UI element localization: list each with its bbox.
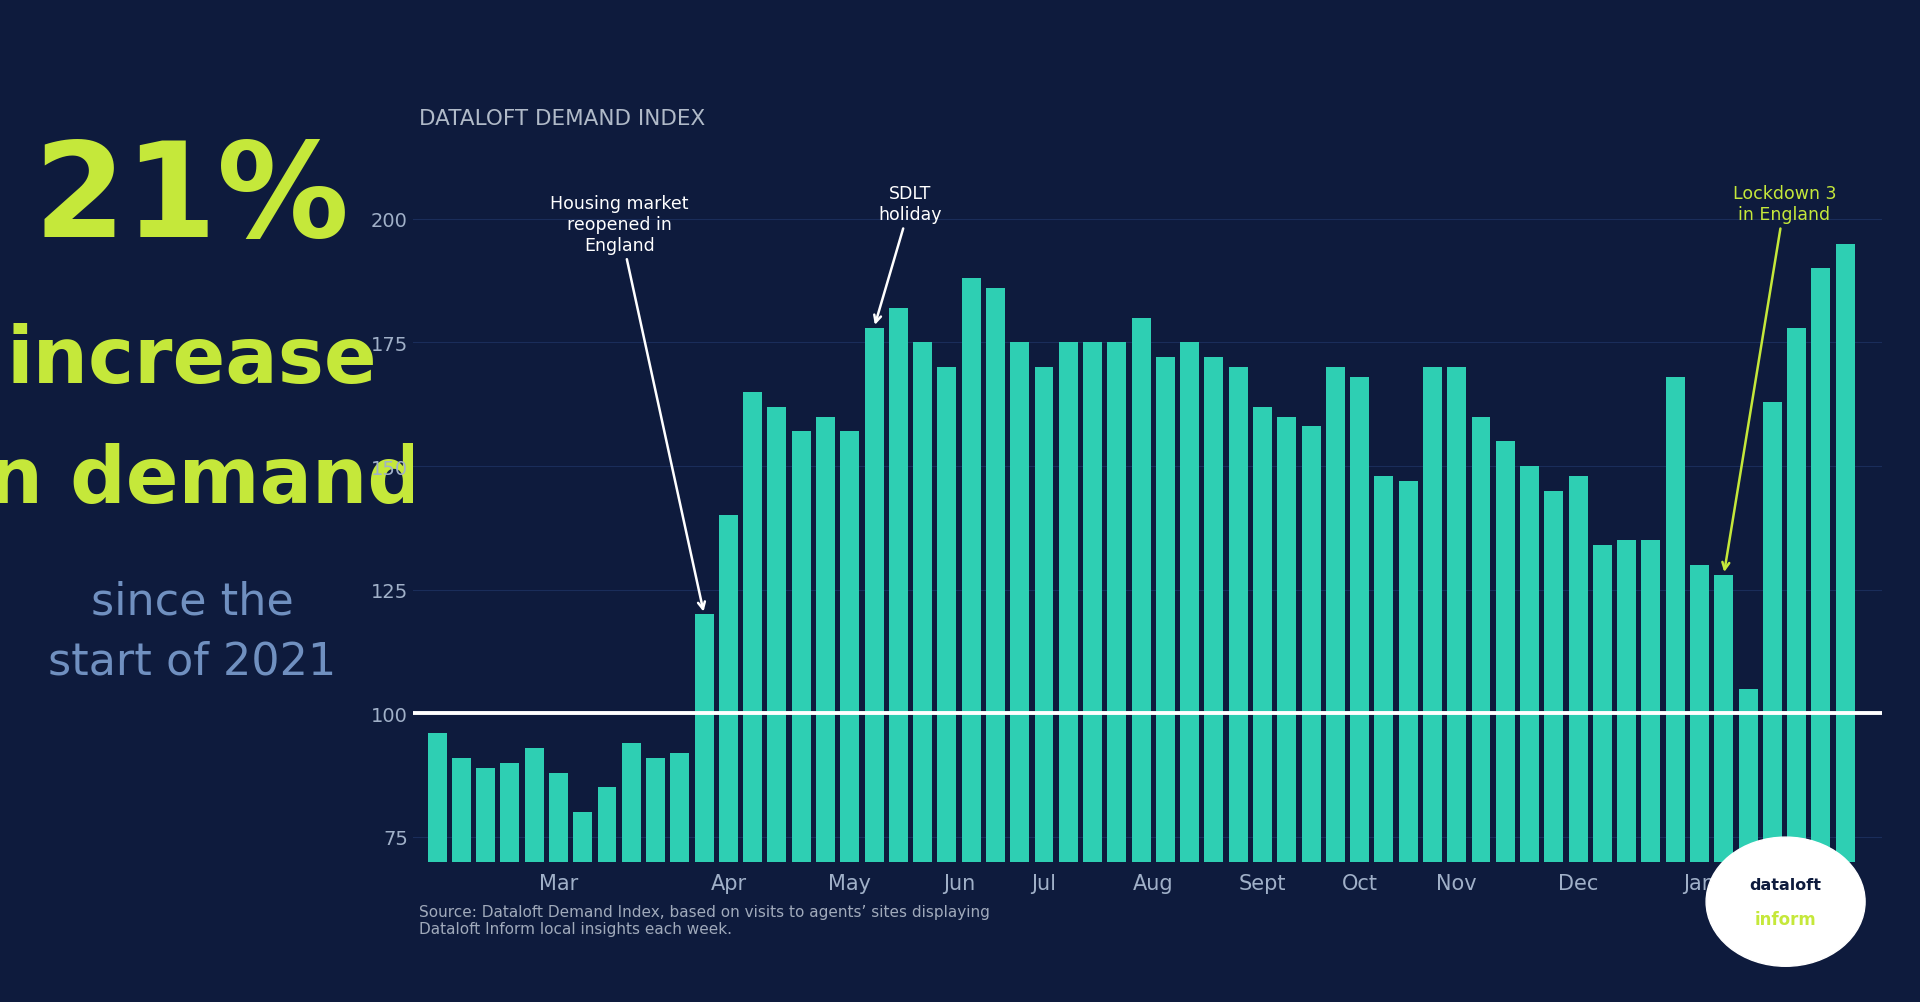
Text: increase: increase (6, 323, 378, 399)
Text: 21%: 21% (35, 137, 349, 264)
Bar (451, 758, 470, 1002)
Bar (1083, 343, 1102, 1002)
Bar (622, 743, 641, 1002)
Bar (1569, 476, 1588, 1002)
Bar (1594, 546, 1613, 1002)
Bar (1156, 358, 1175, 1002)
Bar (841, 432, 860, 1002)
Bar (501, 763, 520, 1002)
Bar (1617, 541, 1636, 1002)
Bar (695, 615, 714, 1002)
Bar (476, 768, 495, 1002)
Text: Housing market
reopened in
England: Housing market reopened in England (549, 195, 705, 609)
Bar (597, 788, 616, 1002)
Bar (1131, 319, 1150, 1002)
Bar (1667, 378, 1684, 1002)
Bar (1254, 407, 1271, 1002)
Bar (1423, 368, 1442, 1002)
Bar (1398, 481, 1417, 1002)
Bar (1302, 427, 1321, 1002)
Bar (889, 309, 908, 1002)
Bar (1229, 368, 1248, 1002)
Bar (1277, 417, 1296, 1002)
Bar (1181, 343, 1200, 1002)
Bar (987, 289, 1004, 1002)
Bar (524, 748, 543, 1002)
Bar (1788, 329, 1807, 1002)
Bar (1690, 565, 1709, 1002)
Circle shape (1707, 838, 1864, 966)
Bar (1740, 688, 1757, 1002)
Bar (743, 393, 762, 1002)
Text: since the
start of 2021: since the start of 2021 (48, 580, 336, 682)
Bar (1204, 358, 1223, 1002)
Bar (1035, 368, 1054, 1002)
Bar (768, 407, 787, 1002)
Bar (1715, 575, 1734, 1002)
Bar (1010, 343, 1029, 1002)
Text: Source: Dataloft Demand Index, based on visits to agents’ sites displaying
Datal: Source: Dataloft Demand Index, based on … (419, 904, 989, 936)
Bar (428, 733, 447, 1002)
Bar (647, 758, 664, 1002)
Bar (1375, 476, 1394, 1002)
Bar (791, 432, 810, 1002)
Bar (1836, 244, 1855, 1002)
Bar (1496, 442, 1515, 1002)
Bar (670, 754, 689, 1002)
Bar (1521, 467, 1540, 1002)
Text: dataloft: dataloft (1749, 878, 1822, 893)
Bar (1471, 417, 1490, 1002)
Bar (574, 813, 591, 1002)
Bar (1108, 343, 1127, 1002)
Bar (1327, 368, 1344, 1002)
Bar (1544, 491, 1563, 1002)
Bar (914, 343, 931, 1002)
Bar (549, 773, 568, 1002)
Bar (1350, 378, 1369, 1002)
Text: in demand: in demand (0, 443, 422, 519)
Bar (1642, 541, 1661, 1002)
Bar (864, 329, 883, 1002)
Bar (1763, 403, 1782, 1002)
Bar (718, 516, 737, 1002)
Bar (962, 279, 981, 1002)
Bar (1448, 368, 1467, 1002)
Bar (1811, 269, 1830, 1002)
Text: inform: inform (1755, 910, 1816, 928)
Bar (937, 368, 956, 1002)
Text: SDLT
holiday: SDLT holiday (874, 185, 943, 323)
Text: Lockdown 3
in England: Lockdown 3 in England (1722, 185, 1836, 570)
Text: DATALOFT DEMAND INDEX: DATALOFT DEMAND INDEX (419, 109, 705, 129)
Bar (1058, 343, 1077, 1002)
Bar (816, 417, 835, 1002)
